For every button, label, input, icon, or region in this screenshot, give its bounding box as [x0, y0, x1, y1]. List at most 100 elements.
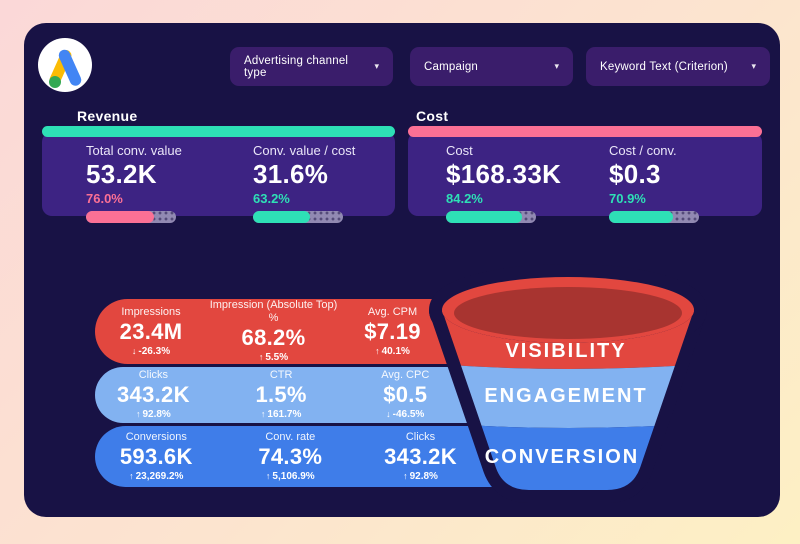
progress-fill — [253, 211, 310, 223]
metric-percent: 70.9% — [609, 191, 646, 206]
progress-fill — [446, 211, 522, 223]
funnel-metric: Impressions 23.4M ↓ -26.3% — [95, 306, 207, 358]
google-ads-logo — [38, 38, 92, 92]
funnel-metric: Conv. rate 74.3% ↑ 5,106.9% — [218, 431, 364, 483]
metric-value: $0.3 — [609, 159, 661, 189]
metric-change: ↓ -46.5% — [386, 408, 424, 421]
funnel-metric: Clicks 343.2K ↑ 92.8% — [95, 369, 212, 421]
chevron-down-icon: ▾ — [751, 61, 756, 71]
metric-value: 23.4M — [119, 318, 183, 344]
filter-keyword-text[interactable]: Keyword Text (Criterion) ▾ — [586, 47, 770, 86]
metric-change-value: 5,106.9% — [272, 470, 315, 482]
metric-change-value: 5.5% — [265, 352, 289, 363]
chevron-down-icon: ▾ — [554, 61, 559, 71]
metric-percent: 84.2% — [446, 191, 483, 206]
trend-up-icon: ↑ — [265, 470, 271, 481]
metric-change-value: 92.8% — [409, 470, 438, 482]
progress-fill — [609, 211, 673, 223]
filter-label: Keyword Text (Criterion) — [600, 60, 728, 73]
metric-change: ↑ 92.8% — [136, 408, 171, 421]
metric-label: Avg. CPC — [381, 369, 430, 381]
cost-accent-bar — [408, 126, 762, 137]
metric-value: 1.5% — [255, 382, 307, 407]
metric-change-value: 40.1% — [381, 345, 410, 357]
metric-total-conv-value: Total conv. value 53.2K 76.0% — [86, 143, 246, 223]
metric-label: Impression (Absolute Top) % — [209, 299, 338, 324]
funnel-stage-visibility: VISIBILITY — [505, 340, 627, 362]
metric-change-value: 23,269.2% — [135, 470, 184, 482]
progress-bar — [446, 211, 536, 223]
metric-change-value: -46.5% — [392, 409, 425, 420]
progress-fill — [86, 211, 155, 223]
metric-cost-per-conv: Cost / conv. $0.3 70.9% — [609, 143, 769, 223]
trend-up-icon: ↑ — [260, 409, 266, 419]
metric-percent: 76.0% — [86, 191, 123, 206]
filter-label: Campaign — [424, 60, 479, 73]
revenue-card: Total conv. value 53.2K 76.0% Conv. valu… — [42, 132, 395, 223]
metric-value: 343.2K — [117, 382, 190, 407]
funnel-stage-engagement: ENGAGEMENT — [484, 385, 648, 407]
dashboard-panel: Advertising channel type ▾ Campaign ▾ Ke… — [24, 23, 780, 517]
metric-change: ↑ 5,106.9% — [266, 470, 315, 483]
progress-bar — [253, 211, 343, 223]
funnel-stage-conversion: CONVERSION — [484, 446, 640, 468]
progress-bar — [609, 211, 699, 223]
funnel-band-engagement — [442, 361, 694, 428]
metric-label: Conv. value / cost — [253, 143, 356, 158]
filter-advertising-channel-type[interactable]: Advertising channel type ▾ — [230, 47, 393, 86]
metric-label: Cost / conv. — [609, 143, 677, 158]
metric-conv-value-cost: Conv. value / cost 31.6% 63.2% — [253, 143, 413, 223]
trend-up-icon: ↑ — [375, 345, 380, 356]
metric-label: Conv. rate — [265, 430, 316, 443]
metric-label: CTR — [269, 369, 293, 381]
funnel-band-visibility — [442, 310, 694, 369]
metric-value: $168.33K — [446, 159, 562, 189]
metric-label: Clicks — [138, 369, 169, 381]
trend-up-icon: ↑ — [403, 470, 408, 481]
trend-up-icon: ↑ — [135, 409, 141, 419]
trend-up-icon: ↑ — [129, 470, 134, 481]
trend-down-icon: ↓ — [386, 409, 391, 419]
cost-card: Cost $168.33K 84.2% Cost / conv. $0.3 70… — [408, 132, 762, 223]
funnel-metric: CTR 1.5% ↑ 161.7% — [212, 369, 351, 421]
revenue-accent-bar — [42, 126, 395, 137]
metric-value: $0.5 — [383, 382, 428, 407]
metric-value: 74.3% — [258, 443, 323, 469]
metric-change: ↑ 5.5% — [259, 351, 288, 364]
metric-change-value: -26.3% — [138, 345, 171, 357]
metric-change: ↑ 23,269.2% — [129, 470, 183, 483]
metric-label: Conversions — [125, 430, 187, 443]
filter-label: Advertising channel type — [244, 54, 349, 79]
metric-label: Cost — [446, 143, 473, 158]
metric-cost: Cost $168.33K 84.2% — [446, 143, 606, 223]
chevron-down-icon: ▾ — [374, 61, 379, 71]
funnel-metric: Clicks 343.2K ↑ 92.8% — [363, 431, 478, 483]
funnel-metric: Avg. CPM $7.19 ↑ 40.1% — [340, 306, 445, 358]
cost-section-title: Cost — [416, 108, 449, 124]
metric-label: Total conv. value — [86, 143, 182, 158]
funnel-metric: Avg. CPC $0.5 ↓ -46.5% — [350, 369, 460, 421]
funnel-metric: Conversions 593.6K ↑ 23,269.2% — [95, 431, 218, 483]
metric-change: ↑ 161.7% — [261, 408, 301, 421]
funnel-metric: Impression (Absolute Top) % 68.2% ↑ 5.5% — [207, 299, 340, 364]
metric-value: 68.2% — [241, 325, 306, 350]
filter-campaign[interactable]: Campaign ▾ — [410, 47, 573, 86]
metric-label: Clicks — [405, 430, 436, 443]
metric-change-value: 92.8% — [142, 409, 171, 420]
metric-label: Impressions — [121, 305, 181, 318]
metric-value: 343.2K — [384, 443, 457, 469]
revenue-section-title: Revenue — [77, 108, 138, 124]
metric-change: ↑ 40.1% — [375, 345, 410, 358]
metric-value: 53.2K — [86, 159, 157, 189]
metric-label: Avg. CPM — [367, 305, 418, 318]
metric-value: 593.6K — [119, 443, 193, 469]
trend-up-icon: ↑ — [258, 352, 264, 362]
metric-change-value: 161.7% — [267, 409, 302, 420]
metric-value: $7.19 — [364, 318, 421, 344]
metric-percent: 63.2% — [253, 191, 290, 206]
funnel-opening — [454, 287, 682, 339]
metric-change: ↓ -26.3% — [132, 345, 170, 358]
metric-value: 31.6% — [253, 159, 329, 189]
progress-bar — [86, 211, 176, 223]
